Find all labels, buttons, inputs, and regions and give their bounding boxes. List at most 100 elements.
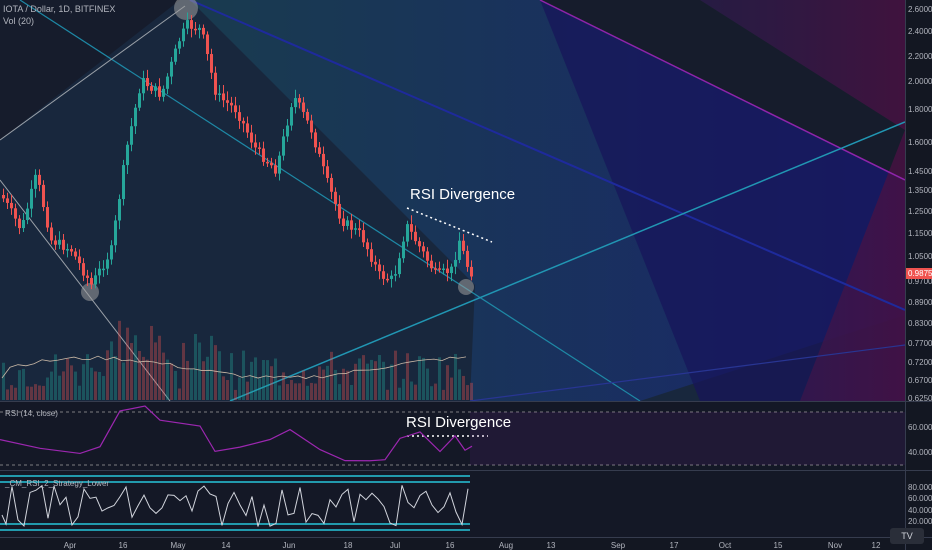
volume-bar [230,353,233,400]
candle-body [294,98,297,108]
volume-bar [374,361,377,400]
volume-bar [94,371,97,400]
volume-bar [194,334,197,400]
volume-bar [102,376,105,400]
candle-body [338,203,341,219]
volume-bar [14,387,17,400]
candle-body [426,251,429,261]
candle-body [394,274,397,276]
volume-ma-line [1,355,467,379]
volume-bar [462,375,465,400]
volume-bar [234,389,237,400]
candle-body [218,93,221,95]
volume-bar [282,372,285,400]
volume-bar [258,378,261,400]
candle-body [238,112,241,121]
purple-channel [700,0,905,401]
strategy-axis-tick: 80.0000 [908,483,932,492]
volume-legend: Vol (20) [3,16,35,26]
candle-body [26,208,29,221]
volume-bar [118,320,121,400]
volume-bar [30,386,33,400]
candle-body [170,61,173,77]
candle-body [314,132,317,148]
candle-body [386,278,389,281]
candle-body [146,78,149,87]
candle-body [442,268,445,271]
volume-bar [334,369,337,400]
volume-bar [46,377,49,400]
volume-bar [466,385,469,400]
candle-body [402,241,405,259]
volume-bar [302,370,305,400]
price-axis-tick: 1.1500 [908,229,932,238]
candle-body [66,249,69,251]
volume-bar [198,342,201,400]
candle-body [390,275,393,279]
strategy-axis-tick: 60.0000 [908,494,932,503]
candle-body [430,260,433,269]
candle-body [22,220,25,229]
volume-bar [370,359,373,400]
candle-body [82,263,85,276]
price-axis-tick: 1.3500 [908,186,932,195]
volume-bar [430,386,433,400]
candle-body [434,268,437,270]
volume-bar [266,360,269,400]
volume-bar [342,368,345,400]
volume-bar [158,335,161,400]
candle-body [354,228,357,230]
candle-body [62,239,65,250]
volume-bar [98,371,101,400]
candle-body [142,78,145,94]
volume-bar [178,388,181,400]
candle-body [282,136,285,156]
candle-body [422,246,425,252]
volume-bar [190,369,193,400]
candle-body [102,268,105,271]
candle-body [334,191,337,204]
candle-body [114,220,117,246]
swing-high-marker [174,0,198,20]
rsi-line [0,405,473,462]
candle-body [14,208,17,219]
volume-bar [142,356,145,400]
candle-body [222,93,225,101]
volume-bar [326,365,329,400]
volume-bar [346,370,349,400]
candle-body [406,224,409,242]
candle-body [86,275,89,278]
time-axis-tick: 15 [774,541,783,550]
price-axis-tick: 0.7200 [908,358,932,367]
strategy-line [1,484,469,527]
time-axis-tick: Aug [499,541,513,550]
price-axis-tick: 0.8300 [908,319,932,328]
price-divergence-line [406,207,493,243]
candle-body [214,72,217,95]
volume-bar [182,342,185,400]
volume-bar [54,354,57,400]
candle-body [38,174,41,185]
candle-body [106,259,109,269]
tradingview-logo-icon[interactable]: TV [890,528,924,544]
volume-bar [310,382,313,400]
candle-body [18,218,21,229]
volume-bar [106,350,109,400]
volume-bar [378,355,381,400]
volume-bar [26,386,29,400]
candle-body [270,162,273,166]
volume-bar [426,368,429,400]
candle-body [342,218,345,226]
time-axis-tick: Oct [719,541,732,550]
candle-body [202,27,205,35]
volume-bar [22,368,25,400]
candle-body [198,27,201,31]
candle-body [410,224,413,232]
volume-bar [226,380,229,400]
rsi-axis-tick: 60.0000 [908,423,932,432]
candle-body [382,271,385,279]
volume-bar [242,350,245,400]
candle-body [70,249,73,252]
